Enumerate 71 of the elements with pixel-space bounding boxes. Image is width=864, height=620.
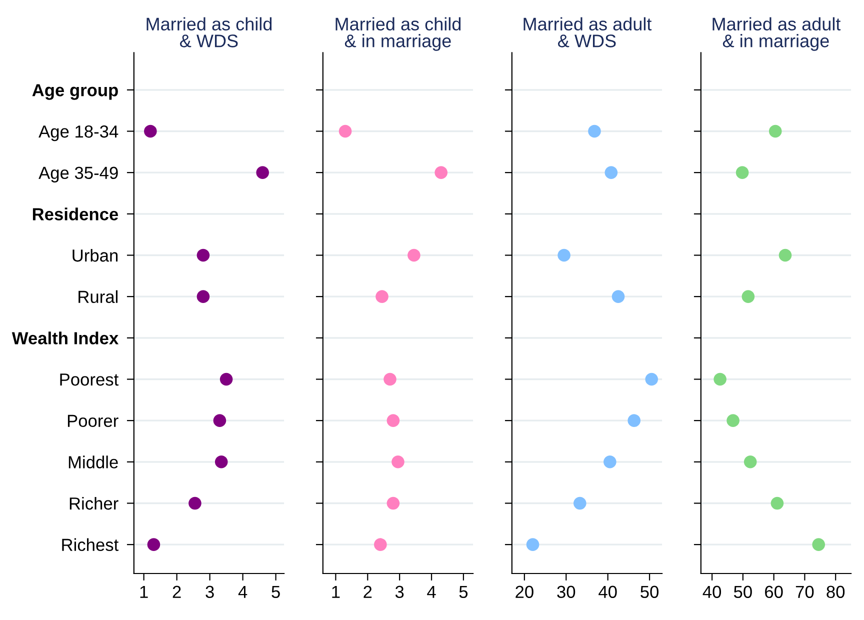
x-tick-label: 70 xyxy=(796,586,814,598)
point xyxy=(604,166,618,179)
y-tick-label: Richer xyxy=(70,496,118,510)
y-tick-label: Rural xyxy=(78,290,118,304)
x-tick-label: 40 xyxy=(598,586,617,598)
x-tick-label: 60 xyxy=(765,586,783,598)
x-tick-label: 50 xyxy=(640,586,659,598)
x-tick-label: 1 xyxy=(332,586,340,598)
point xyxy=(386,414,400,427)
x-tick-label: 5 xyxy=(459,586,468,598)
x-tick-label: 5 xyxy=(272,586,280,598)
point xyxy=(188,496,202,510)
point xyxy=(434,166,448,179)
y-tick-label: Age 18-34 xyxy=(38,125,118,142)
point xyxy=(526,538,540,551)
x-tick-label: 1 xyxy=(140,586,148,598)
y-tick-label: Age 35-49 xyxy=(38,166,118,182)
point xyxy=(812,538,826,551)
point xyxy=(604,456,616,468)
point xyxy=(742,290,755,303)
point xyxy=(374,538,387,551)
point xyxy=(770,496,784,510)
point xyxy=(144,124,157,138)
x-tick-label: 40 xyxy=(702,586,722,598)
point xyxy=(147,538,160,551)
chart-title: Married as child & WDS xyxy=(146,17,272,48)
point xyxy=(338,124,352,138)
point xyxy=(726,414,740,427)
chart-title: Married as adult & in marriage xyxy=(712,17,841,51)
y-tick-label: Richest xyxy=(62,538,119,552)
point xyxy=(714,372,726,386)
point xyxy=(220,372,233,386)
point xyxy=(588,124,601,138)
y-tick-label: Wealth Index xyxy=(12,332,119,344)
x-tick-label: 2 xyxy=(364,586,372,598)
point xyxy=(196,290,210,303)
x-tick-label: 4 xyxy=(238,586,248,598)
x-tick-label: 20 xyxy=(516,586,534,598)
y-tick-label: Residence xyxy=(32,208,118,220)
x-tick-label: 30 xyxy=(557,586,576,598)
point xyxy=(778,248,792,262)
point xyxy=(573,496,586,510)
x-tick-label: 3 xyxy=(395,586,404,598)
point xyxy=(392,456,404,468)
x-tick-label: 3 xyxy=(206,586,214,598)
point xyxy=(196,248,210,262)
point xyxy=(612,290,625,303)
chart-title: Married as child & in marriage xyxy=(336,17,461,51)
y-tick-label: Poorest xyxy=(60,374,119,386)
point xyxy=(386,496,400,510)
point xyxy=(213,414,226,427)
y-tick-label: Age group xyxy=(32,84,118,100)
point xyxy=(256,166,269,179)
x-tick-label: 2 xyxy=(172,586,181,598)
point xyxy=(558,248,570,262)
x-tick-label: 50 xyxy=(734,586,752,598)
x-tick-label: 4 xyxy=(427,586,436,598)
point xyxy=(628,414,641,427)
point xyxy=(744,456,757,468)
point xyxy=(408,248,420,262)
point xyxy=(376,290,388,303)
point xyxy=(384,372,396,386)
y-tick-label: Poorer xyxy=(68,414,118,428)
y-tick-label: Middle xyxy=(68,456,118,468)
x-tick-label: 80 xyxy=(826,586,845,598)
chart-title: Married as adult & WDS xyxy=(524,17,652,48)
point xyxy=(736,166,749,179)
point xyxy=(645,372,658,386)
point xyxy=(214,456,228,468)
y-tick-label: Urban xyxy=(72,248,118,262)
point xyxy=(768,124,782,138)
